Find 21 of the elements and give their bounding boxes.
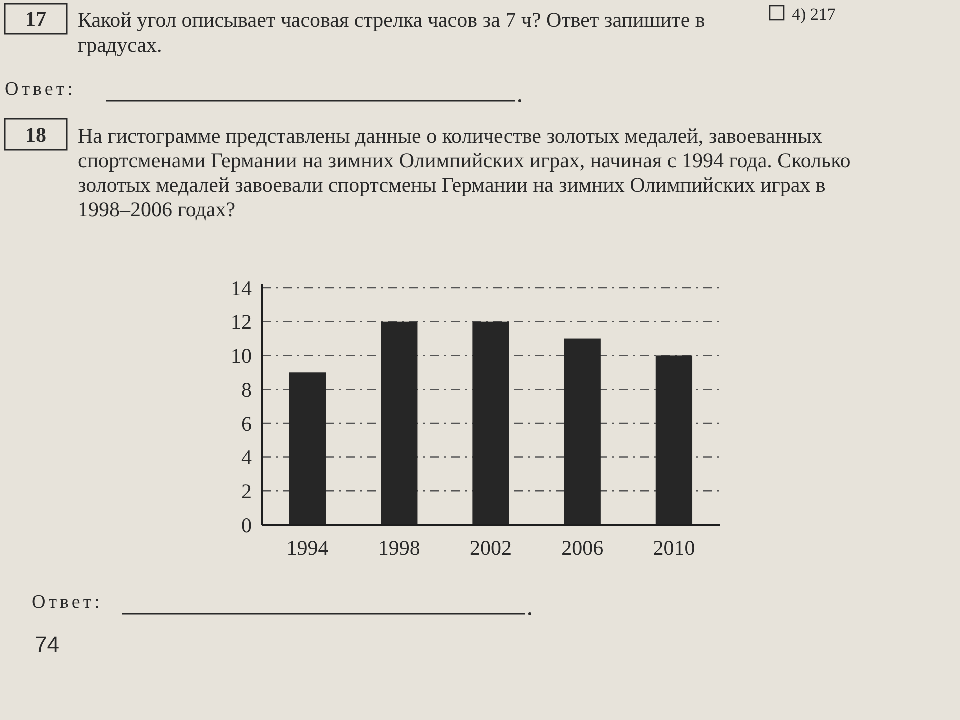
x-tick-label: 2002	[470, 536, 512, 560]
text: 74	[35, 632, 60, 657]
y-tick-label: 8	[242, 378, 252, 402]
text: 18	[26, 123, 46, 147]
text: Ответ:	[5, 79, 76, 100]
y-tick-label: 6	[242, 412, 252, 436]
text: 17	[26, 7, 46, 31]
y-tick-label: 2	[242, 479, 252, 504]
y-tick-label: 10	[231, 344, 252, 368]
y-tick-label: 4	[242, 446, 252, 470]
text: Ответ:	[32, 592, 103, 613]
y-tick-label: 12	[231, 310, 252, 334]
x-tick-label: 2010	[653, 536, 696, 560]
chart-title: На гистограмме представлены данные о количестве золотых медалей, завоеванных спортсменами Германии на зимних Олимпийских играх, начиная с 1994 года. Сколько золотых медалей завоевали спортсмены Германии на зимних Олимпийских играх в 1998–2006 годах?	[78, 124, 851, 222]
text: 4) 217	[792, 5, 836, 24]
y-tick-label: 0	[242, 513, 252, 538]
x-tick-label: 1994	[286, 536, 330, 560]
text: Какой угол описывает часовая стрелка часов за 7 ч? Ответ запишите в градусах.	[78, 8, 706, 57]
y-tick-label: 14	[231, 276, 252, 300]
x-tick-label: 1998	[378, 536, 420, 560]
x-tick-label: 2006	[562, 536, 604, 560]
